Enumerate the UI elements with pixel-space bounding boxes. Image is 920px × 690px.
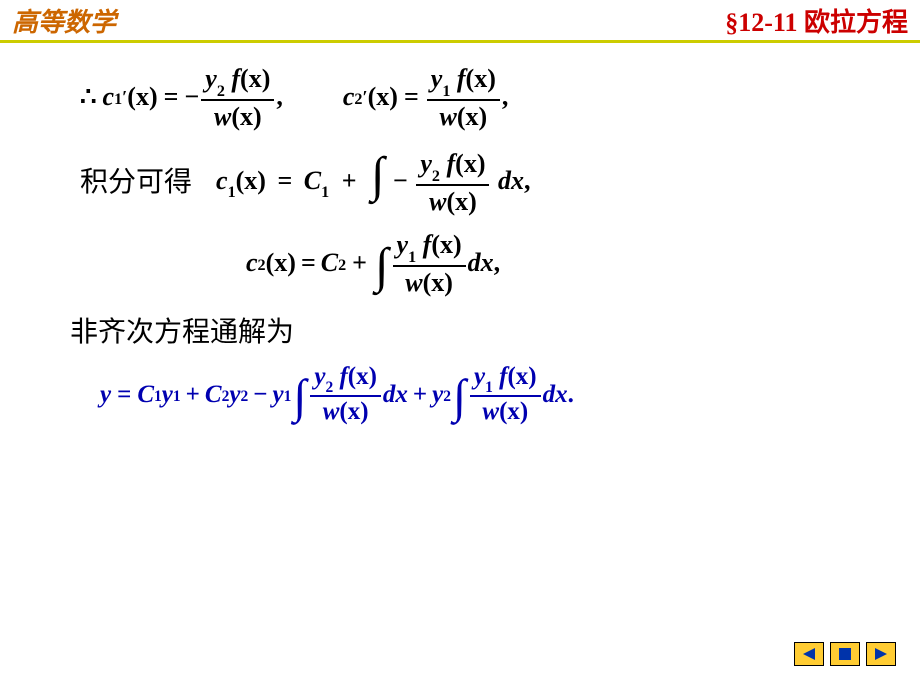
equation-row-3: c2(x) = C2 + ∫ y1 f(x) w(x) dx, (246, 229, 850, 298)
nav-stop-button[interactable] (830, 642, 860, 666)
triangle-right-icon (873, 647, 889, 661)
subject-title: 高等数学 (12, 2, 116, 39)
integral-symbol: ∫ (371, 147, 385, 202)
nav-prev-button[interactable] (794, 642, 824, 666)
label-integrate: 积分可得 (80, 160, 192, 200)
therefore-symbol: ∴ (80, 82, 97, 112)
equation-row-2: 积分可得 c1(x) = C1 + ∫ − y2 f(x) w(x) dx, (80, 144, 850, 217)
slide-header: 高等数学 §12-11 欧拉方程 (0, 0, 920, 40)
label-general-solution: 非齐次方程通解为 (70, 310, 850, 350)
nav-buttons (794, 642, 896, 666)
slide-content: ∴ c1′(x) = − y2 f(x) w(x) , c2′(x) = y1 … (0, 43, 920, 427)
square-icon (838, 647, 852, 661)
section-title: §12-11 欧拉方程 (725, 2, 908, 39)
fraction: y2 f(x) w(x) (201, 63, 274, 132)
triangle-left-icon (801, 647, 817, 661)
equation-row-1: ∴ c1′(x) = − y2 f(x) w(x) , c2′(x) = y1 … (80, 63, 850, 132)
var-c: c (103, 82, 115, 112)
equation-row-solution: y = C1 y1 + C2 y2 − y1 ∫ y2 f(x) w(x) dx… (100, 362, 850, 428)
nav-next-button[interactable] (866, 642, 896, 666)
